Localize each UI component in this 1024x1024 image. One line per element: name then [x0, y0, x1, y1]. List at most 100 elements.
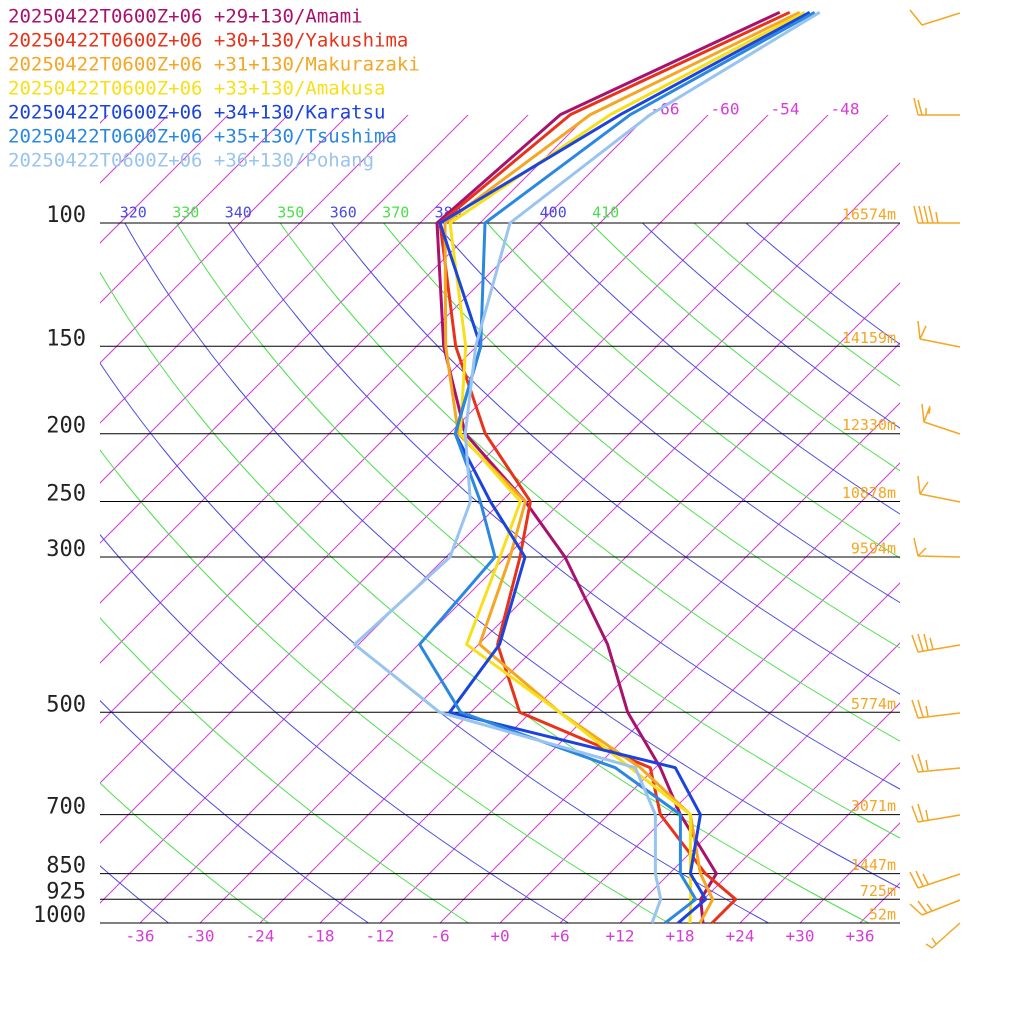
legend: 20250422T0600Z+06 +29+130/Amami20250422T…: [8, 6, 420, 172]
wind-barb: [911, 753, 961, 773]
wind-barb: [913, 97, 960, 116]
wind-barb: [909, 899, 961, 916]
adiabat: [100, 271, 869, 923]
height-label: 12330m: [842, 416, 896, 434]
isotherm: [100, 115, 529, 544]
adiabat: [124, 223, 900, 889]
adiabat: [100, 782, 269, 923]
height-label: 5774m: [851, 695, 896, 713]
wind-barb: [913, 205, 960, 224]
isotherm: [100, 115, 889, 904]
adiabat: [486, 223, 900, 559]
wind-barb: [925, 922, 961, 949]
adiabat-label: 410: [592, 204, 619, 222]
x-tick-label: +18: [666, 927, 695, 946]
adiabat: [745, 223, 900, 345]
adiabat: [100, 362, 769, 923]
adiabat: [693, 223, 900, 387]
x-tick-label: -36: [126, 927, 155, 946]
adiabat: [100, 533, 569, 923]
isotherm: [499, 522, 900, 923]
wind-barb: [913, 537, 961, 558]
x-tick-label: -6: [430, 927, 449, 946]
adiabat: [641, 223, 900, 429]
adiabat-label: 340: [225, 204, 252, 222]
isotherm: [379, 402, 900, 923]
y-tick-label: 850: [46, 854, 86, 879]
x-tick-label: +6: [550, 927, 569, 946]
adiabat: [589, 223, 900, 472]
isotherm: [859, 882, 900, 923]
isotherm: [100, 115, 229, 244]
profile-line: [438, 10, 811, 924]
isotherm: [259, 282, 900, 923]
y-tick-label: 925: [46, 879, 86, 904]
y-tick-label: 100: [46, 203, 86, 228]
wind-barb: [909, 9, 961, 26]
height-label: 52m: [869, 906, 896, 924]
isotherm-label: -54: [771, 100, 800, 119]
wind-barb: [911, 803, 961, 823]
isotherm-label: -60: [711, 100, 740, 119]
profile-line: [353, 11, 821, 924]
x-tick-label: +30: [786, 927, 815, 946]
x-tick-label: +0: [490, 927, 509, 946]
height-label: 725m: [860, 882, 896, 900]
adiabat-label: 360: [330, 204, 357, 222]
x-tick-label: +12: [606, 927, 635, 946]
x-tick-label: -30: [186, 927, 215, 946]
isotherm: [439, 462, 900, 923]
y-tick-label: 1000: [33, 903, 86, 928]
height-label: 1447m: [851, 856, 896, 874]
isotherm: [100, 115, 589, 604]
legend-entry: 20250422T0600Z+06 +29+130/Amami: [8, 6, 363, 28]
isotherm: [139, 162, 900, 923]
profile-line: [448, 10, 806, 924]
adiabat: [538, 223, 900, 515]
adiabat-label: 370: [382, 204, 409, 222]
adiabat-label: 350: [277, 204, 304, 222]
labels: 320 330 340 350 360 370 380 400 410-66 -60 -54 -481…: [33, 100, 896, 946]
isotherm-label: -66: [651, 100, 680, 119]
isotherm: [319, 342, 900, 923]
isotherms: [100, 115, 900, 923]
isotherm: [739, 762, 900, 923]
legend-entry: 20250422T0600Z+06 +36+130/Pohang: [8, 150, 374, 172]
adiabat: [331, 223, 900, 695]
isotherm: [100, 115, 709, 724]
adiabat-label: 330: [172, 204, 199, 222]
adiabats: [100, 223, 900, 923]
wind-barb: [909, 870, 961, 889]
wind-barb: [911, 699, 961, 719]
x-tick-label: -24: [246, 927, 275, 946]
isotherm: [100, 115, 349, 364]
adiabat: [227, 223, 900, 790]
height-label: 16574m: [842, 206, 896, 224]
legend-entry: 20250422T0600Z+06 +35+130/Tsushima: [8, 126, 397, 148]
isotherm: [799, 822, 900, 923]
wind-barb: [917, 475, 961, 503]
isotherm: [100, 115, 289, 304]
legend-entry: 20250422T0600Z+06 +31+130/Makurazaki: [8, 54, 420, 76]
adiabat-label: 320: [120, 204, 147, 222]
y-tick-label: 500: [46, 692, 86, 717]
adiabat: [100, 617, 469, 923]
isotherm: [100, 115, 169, 184]
profiles: [353, 10, 821, 924]
isotherm: [619, 642, 900, 923]
isotherm: [100, 115, 469, 484]
wind-barb: [921, 403, 961, 435]
adiabat-label: 400: [540, 204, 567, 222]
adiabat: [382, 223, 900, 649]
profile-line: [435, 10, 781, 924]
isotherm: [100, 115, 409, 424]
height-label: 9594m: [851, 539, 896, 557]
profile-line: [418, 10, 816, 924]
isotherm: [559, 582, 900, 923]
wind-barb: [911, 633, 961, 653]
isotherm: [199, 222, 900, 923]
legend-entry: 20250422T0600Z+06 +30+130/Yakushima: [8, 30, 408, 52]
adiabat: [100, 449, 669, 923]
adiabat: [434, 223, 900, 604]
